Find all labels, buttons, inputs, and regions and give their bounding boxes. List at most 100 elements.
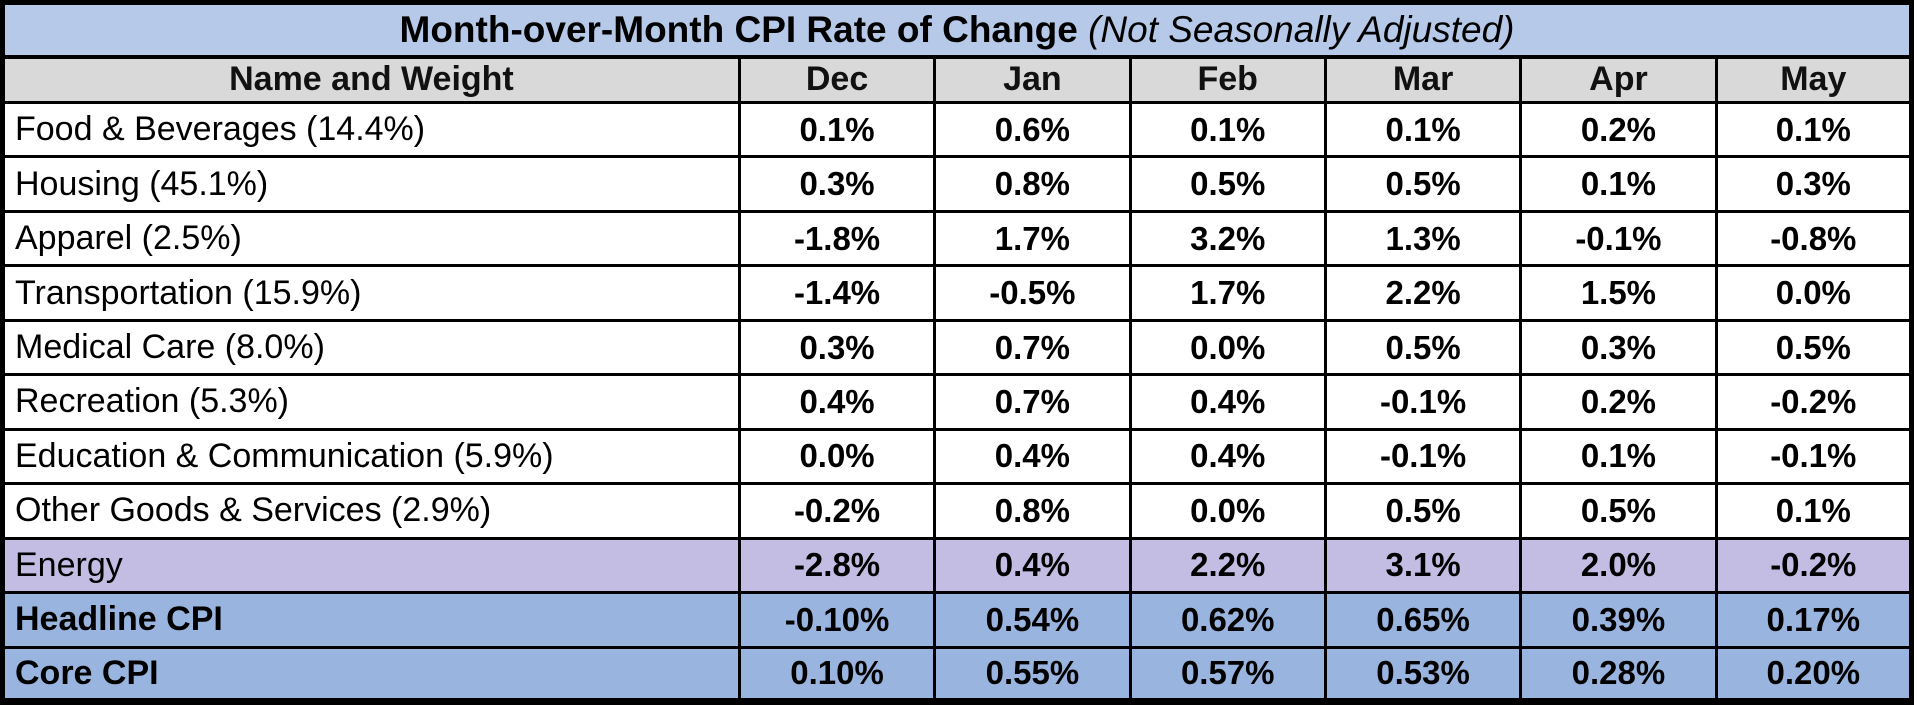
cell-value: 0.8% [933,155,1132,213]
row-label: Apparel (2.5%) [1,209,741,268]
cell-value: -0.10% [737,591,937,649]
cell-value: 0.4% [933,536,1132,595]
cell-value: 3.2% [1128,209,1327,268]
cell-value: 0.1% [1519,427,1718,486]
table-row: Medical Care (8.0%) 0.3% 0.7% 0.0% 0.5% … [1,318,1914,377]
cell-value: 0.39% [1519,591,1718,649]
cell-value: -0.1% [1323,427,1523,486]
cell-value: 0.4% [737,373,937,431]
cell-value: 0.4% [1128,427,1327,486]
cell-value: 1.3% [1323,209,1523,268]
cell-value: -0.2% [1714,536,1914,595]
row-label: Housing (45.1%) [1,155,741,213]
cell-value: 0.0% [1714,264,1914,322]
cell-value: 0.3% [1714,155,1914,213]
table-title-row: Month-over-Month CPI Rate of Change (Not… [1,1,1913,59]
table-row: Food & Beverages (14.4%) 0.1% 0.6% 0.1% … [1,100,1914,159]
cell-value: 0.1% [1323,100,1523,159]
column-header-dec: Dec [737,55,937,104]
cell-value: -1.8% [737,209,937,268]
cell-value: -2.8% [737,536,937,595]
cell-value: 0.7% [933,373,1132,431]
cell-value: 2.0% [1519,536,1718,595]
cell-value: 0.0% [1128,482,1327,540]
cell-value: 0.3% [737,318,937,377]
cell-value: 0.2% [1519,373,1718,431]
cell-value: 0.4% [933,427,1132,486]
cell-value: 2.2% [1323,264,1523,322]
table-title-main: Month-over-Month CPI Rate of Change [399,8,1078,50]
row-label: Education & Communication (5.9%) [1,427,741,486]
cell-value: 0.20% [1714,645,1914,704]
cell-value: 0.1% [1128,100,1327,159]
cell-value: 0.0% [1128,318,1327,377]
row-label: Core CPI [1,645,741,704]
cell-value: -0.1% [1323,373,1523,431]
cell-value: -0.1% [1714,427,1914,486]
cell-value: 0.4% [1128,373,1327,431]
cell-value: 0.28% [1519,645,1718,704]
table-row: Housing (45.1%) 0.3% 0.8% 0.5% 0.5% 0.1%… [1,155,1914,213]
row-label: Other Goods & Services (2.9%) [1,482,741,540]
table-row: Core CPI 0.10% 0.55% 0.57% 0.53% 0.28% 0… [1,645,1914,704]
column-header-apr: Apr [1519,55,1718,104]
cell-value: 0.5% [1128,155,1327,213]
table-row: Other Goods & Services (2.9%) -0.2% 0.8%… [1,482,1914,540]
cell-value: -0.2% [737,482,937,540]
cell-value: 0.10% [737,645,937,704]
cell-value: 0.3% [1519,318,1718,377]
cell-value: 0.65% [1323,591,1523,649]
cell-value: 0.53% [1323,645,1523,704]
table-row: Recreation (5.3%) 0.4% 0.7% 0.4% -0.1% 0… [1,373,1914,431]
cell-value: 2.2% [1128,536,1327,595]
column-header-feb: Feb [1128,55,1327,104]
row-label: Recreation (5.3%) [1,373,741,431]
table-row: Headline CPI -0.10% 0.54% 0.62% 0.65% 0.… [1,591,1914,649]
cell-value: 0.3% [737,155,937,213]
column-header-may: May [1714,55,1914,104]
table-row: Transportation (15.9%) -1.4% -0.5% 1.7% … [1,264,1914,322]
cell-value: 0.62% [1128,591,1327,649]
cell-value: 0.6% [933,100,1132,159]
row-label: Transportation (15.9%) [1,264,741,322]
cell-value: 3.1% [1323,536,1523,595]
cell-value: 0.1% [1714,100,1914,159]
cell-value: 0.0% [737,427,937,486]
cell-value: 1.7% [1128,264,1327,322]
cell-value: 0.5% [1714,318,1914,377]
cell-value: 0.5% [1323,318,1523,377]
cell-value: 0.2% [1519,100,1718,159]
cell-value: 0.5% [1323,482,1523,540]
cell-value: 0.8% [933,482,1132,540]
row-label: Energy [1,536,741,595]
cell-value: 0.1% [1519,155,1718,213]
table-row: Energy -2.8% 0.4% 2.2% 3.1% 2.0% -0.2% [1,536,1914,595]
table-row: Education & Communication (5.9%) 0.0% 0.… [1,427,1914,486]
column-header-name-and-weight: Name and Weight [1,55,741,104]
cell-value: 0.5% [1519,482,1718,540]
cell-value: 0.55% [933,645,1132,704]
cell-value: 0.17% [1714,591,1914,649]
cell-value: 0.7% [933,318,1132,377]
cell-value: 0.1% [1714,482,1914,540]
cell-value: 1.5% [1519,264,1718,322]
column-header-mar: Mar [1323,55,1523,104]
cell-value: -1.4% [737,264,937,322]
table-header-row: Name and Weight Dec Jan Feb Mar Apr May [1,55,1914,104]
table-title: Month-over-Month CPI Rate of Change (Not… [1,1,1913,59]
cell-value: -0.1% [1519,209,1718,268]
cell-value: 0.57% [1128,645,1327,704]
table-row: Apparel (2.5%) -1.8% 1.7% 3.2% 1.3% -0.1… [1,209,1914,268]
cell-value: 0.1% [737,100,937,159]
cell-value: -0.2% [1714,373,1914,431]
cell-value: 0.5% [1323,155,1523,213]
table-title-note: (Not Seasonally Adjusted) [1088,8,1515,50]
row-label: Headline CPI [1,591,741,649]
cell-value: 0.54% [933,591,1132,649]
cell-value: -0.8% [1714,209,1914,268]
cell-value: -0.5% [933,264,1132,322]
column-header-jan: Jan [933,55,1132,104]
row-label: Food & Beverages (14.4%) [1,100,741,159]
cell-value: 1.7% [933,209,1132,268]
